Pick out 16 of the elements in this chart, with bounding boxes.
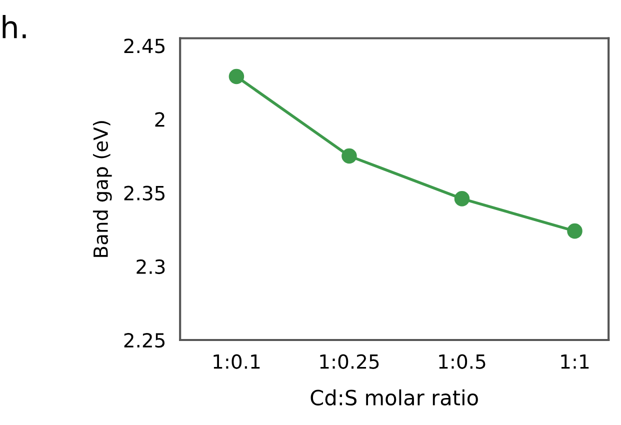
x-axis-title: Cd:S molar ratio bbox=[310, 389, 478, 406]
point bbox=[454, 191, 470, 206]
y-tick-label: 2.45 bbox=[124, 38, 165, 54]
y-axis-title: Band gap (eV) bbox=[92, 121, 112, 257]
point bbox=[342, 148, 357, 164]
x-tick-label: 1:1 bbox=[561, 354, 589, 369]
point bbox=[228, 68, 244, 84]
text: h. bbox=[2, 14, 26, 38]
x-tick-label: 1:0.5 bbox=[439, 354, 486, 369]
x-tick-label: 1:0.1 bbox=[214, 354, 260, 369]
y-tick-label: 2.25 bbox=[124, 332, 165, 348]
point bbox=[567, 223, 582, 239]
y-tick-label: 2.3 bbox=[136, 259, 165, 274]
x-tick-label: 1:0.25 bbox=[320, 354, 379, 369]
y-tick-label: 2 bbox=[155, 112, 164, 127]
y-tick-label: 2.35 bbox=[124, 186, 165, 200]
